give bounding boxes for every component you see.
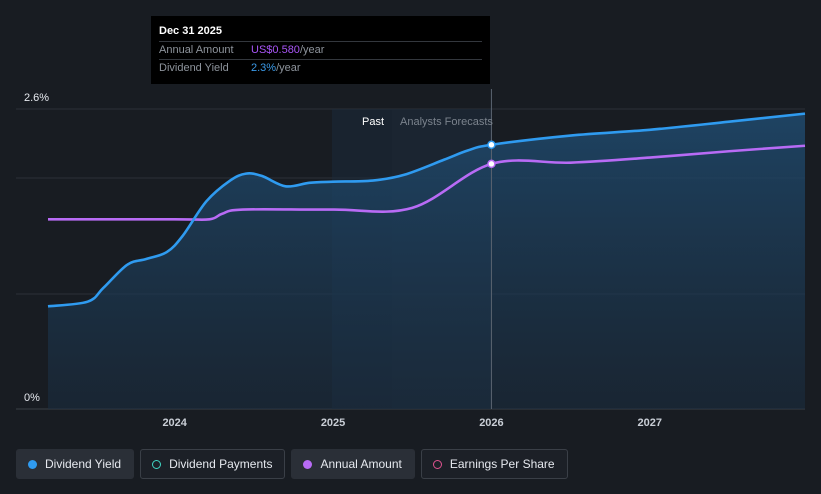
tooltip-label: Dividend Yield [159, 62, 229, 74]
legend-item-dividend-payments[interactable]: Dividend Payments [140, 449, 286, 479]
tooltip-date: Dec 31 2025 [159, 23, 482, 42]
filled-dot-icon [28, 459, 37, 469]
highlight-markers [487, 140, 496, 169]
x-tick-label: 2027 [638, 417, 662, 429]
dividend-yield-fill [48, 113, 805, 409]
y-tick-label: 0% [24, 392, 40, 404]
tooltip-value: 2.3% [251, 62, 277, 74]
dividend-yield-line [47, 112, 806, 308]
y-tick-label: 2.6% [24, 92, 49, 104]
dividend-yield-marker [487, 140, 496, 150]
axes: 2024 2025 2026 2027 2.6% 0% [24, 92, 662, 429]
chart-tooltip: Dec 31 2025 Annual Amount US$0.580 /year… [151, 16, 490, 84]
legend-label: Annual Amount [320, 457, 402, 471]
forecast-label: Analysts Forecasts [400, 116, 493, 128]
chart-legend: Dividend Yield Dividend Payments Annual … [16, 449, 568, 479]
tooltip-unit: /year [299, 44, 325, 56]
x-tick-label: 2025 [321, 417, 345, 429]
x-tick-label: 2024 [162, 417, 187, 429]
hollow-dot-icon [432, 459, 442, 469]
hollow-dot-icon [152, 459, 162, 469]
tooltip-value: US$0.580 [251, 44, 300, 56]
legend-label: Earnings Per Share [449, 457, 555, 471]
dividend-chart: Past Analysts Forecasts 2024 2025 2026 2027… [16, 89, 806, 429]
annual-amount-line [48, 144, 806, 221]
tooltip-row-annual-amount: Annual Amount US$0.580 /year [159, 42, 482, 60]
legend-item-earnings-per-share[interactable]: Earnings Per Share [420, 449, 568, 479]
legend-label: Dividend Yield [45, 457, 122, 471]
tooltip-label: Annual Amount [159, 44, 234, 56]
series-lines [47, 112, 806, 308]
annual-amount-marker [487, 159, 496, 169]
x-tick-label: 2026 [479, 417, 503, 429]
filled-dot-icon [303, 459, 313, 469]
dividend-yield-area [48, 113, 805, 409]
legend-item-dividend-yield[interactable]: Dividend Yield [16, 449, 135, 479]
tooltip-row-dividend-yield: Dividend Yield 2.3% /year [159, 60, 482, 77]
legend-label: Dividend Payments [169, 457, 273, 471]
legend-item-annual-amount[interactable]: Annual Amount [291, 449, 415, 479]
tooltip-unit: /year [276, 62, 301, 74]
past-label: Past [362, 116, 384, 128]
